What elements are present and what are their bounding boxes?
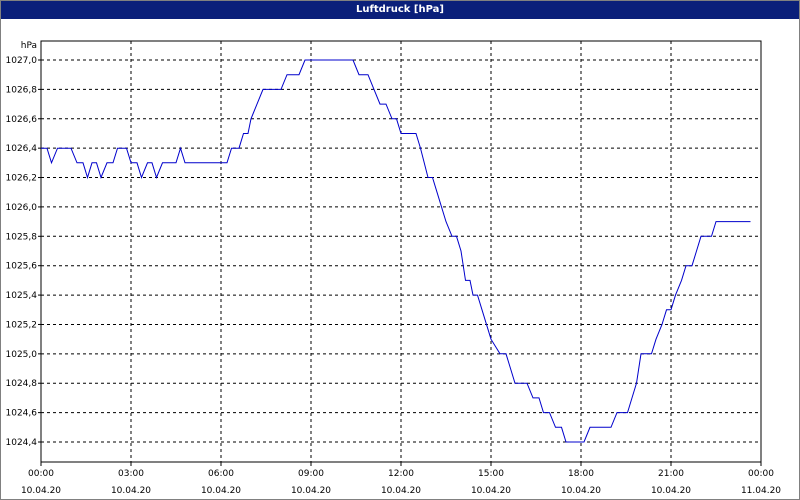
x-tick-time: 12:00 (388, 469, 414, 479)
y-tick-label: 1024,8 (6, 379, 38, 389)
x-tick-time: 00:00 (748, 469, 774, 479)
x-tick-date: 10.04.20 (21, 486, 61, 496)
x-tick-date: 10.04.20 (201, 486, 241, 496)
y-axis-ticks: 1027,0 1026,8 1026,6 1026,4 1026,2 1026,0 1025… (6, 56, 41, 448)
chart-title: Luftdruck [hPa] (1, 1, 799, 19)
pressure-chart: 1027,0 1026,8 1026,6 1026,4 1026,2 1026,0 1025… (6, 40, 781, 496)
y-tick-label: 1026,0 (6, 203, 38, 213)
x-tick-time: 06:00 (208, 469, 234, 479)
x-tick-date: 10.04.20 (561, 486, 601, 496)
x-tick-date: 10.04.20 (381, 486, 421, 496)
grid-vertical (130, 41, 672, 462)
y-tick-label: 1025,2 (6, 320, 38, 330)
y-tick-label: 1027,0 (6, 56, 38, 66)
y-tick-label: 1024,4 (6, 438, 38, 448)
y-axis-label: hPa (21, 41, 37, 51)
series-line-pressure (41, 59, 751, 443)
y-tick-label: 1026,2 (6, 174, 38, 184)
y-tick-label: 1026,6 (6, 115, 38, 125)
x-tick-time: 18:00 (568, 469, 594, 479)
x-tick-time: 15:00 (478, 469, 504, 479)
y-tick-label: 1024,6 (6, 409, 38, 419)
grid-horizontal (41, 59, 761, 443)
x-tick-time: 21:00 (658, 469, 684, 479)
y-tick-label: 1025,8 (6, 232, 38, 242)
x-tick-date: 10.04.20 (651, 486, 691, 496)
x-tick-time: 00:00 (28, 469, 54, 479)
y-tick-label: 1025,0 (6, 350, 38, 360)
y-tick-label: 1026,8 (6, 85, 38, 95)
x-tick-date: 10.04.20 (291, 486, 331, 496)
x-tick-date: 10.04.20 (471, 486, 511, 496)
x-tick-time: 09:00 (298, 469, 324, 479)
y-tick-label: 1026,4 (6, 144, 38, 154)
x-tick-date: 10.04.20 (111, 486, 151, 496)
y-tick-label: 1025,4 (6, 291, 38, 301)
y-tick-label: 1025,6 (6, 262, 38, 272)
x-tick-time: 03:00 (118, 469, 144, 479)
x-tick-date: 11.04.20 (741, 486, 781, 496)
x-axis-ticks: 00:00 10.04.20 03:00 10.04.20 06:00 10.04.20 0… (21, 462, 781, 496)
